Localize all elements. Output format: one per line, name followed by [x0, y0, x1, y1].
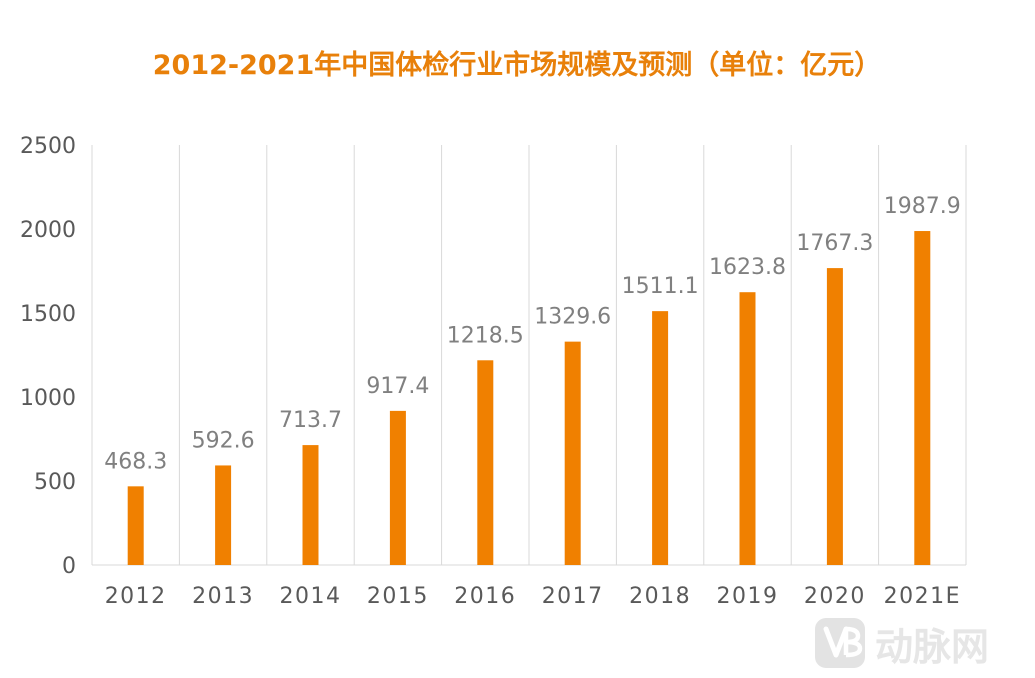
bar-2014 — [302, 445, 319, 565]
y-axis-ticks: 0 500 1000 1500 2000 2500 — [20, 134, 76, 579]
y-tick-label: 0 — [62, 554, 76, 579]
bars — [127, 231, 931, 565]
x-tick-label: 2013 — [192, 584, 254, 609]
x-axis-ticks: 2012 2013 2014 2015 2016 2017 2018 2019 2020 2021… — [105, 584, 961, 609]
bar-2020 — [826, 268, 843, 565]
y-tick-label: 2500 — [20, 134, 76, 159]
data-label-2018: 1511.1 — [622, 274, 699, 299]
data-labels: 468.3 592.6 713.7 917.4 1218.5 1329.6 1511.1 16… — [104, 194, 961, 474]
x-tick-label: 2019 — [717, 584, 779, 609]
watermark-text: 动脉网 — [875, 625, 989, 669]
bar-2019 — [739, 292, 756, 565]
vb-logo-icon — [815, 618, 865, 668]
x-tick-label: 2015 — [367, 584, 429, 609]
bar-2017 — [564, 341, 581, 565]
y-tick-label: 1000 — [20, 386, 76, 411]
y-tick-label: 2000 — [20, 218, 76, 243]
x-tick-label: 2017 — [542, 584, 604, 609]
data-label-2019: 1623.8 — [709, 255, 786, 280]
data-label-2021E: 1987.9 — [884, 194, 961, 219]
data-label-2012: 468.3 — [104, 449, 167, 474]
x-tick-label: 2018 — [629, 584, 691, 609]
y-tick-label: 1500 — [20, 302, 76, 327]
x-tick-label: 2020 — [804, 584, 866, 609]
data-label-2013: 592.6 — [192, 428, 255, 453]
bar-2016 — [477, 360, 494, 565]
bar-2018 — [652, 311, 669, 565]
data-label-2016: 1218.5 — [447, 323, 524, 348]
chart-title: 2012-2021年中国体检行业市场规模及预测（单位：亿元） — [153, 49, 882, 81]
x-tick-label: 2021E — [884, 584, 961, 609]
x-tick-label: 2014 — [280, 584, 342, 609]
bar-2013 — [215, 465, 232, 565]
x-tick-label: 2016 — [454, 584, 516, 609]
data-label-2020: 1767.3 — [796, 231, 873, 256]
watermark: 动脉网 — [815, 618, 989, 669]
data-label-2014: 713.7 — [279, 408, 342, 433]
data-label-2015: 917.4 — [366, 374, 429, 399]
data-label-2017: 1329.6 — [534, 305, 611, 330]
x-tick-label: 2012 — [105, 584, 167, 609]
bar-2015 — [389, 410, 406, 565]
gridlines — [91, 145, 967, 566]
bar-2021E — [914, 231, 931, 565]
bar-2012 — [127, 486, 144, 565]
y-tick-label: 500 — [34, 470, 76, 495]
